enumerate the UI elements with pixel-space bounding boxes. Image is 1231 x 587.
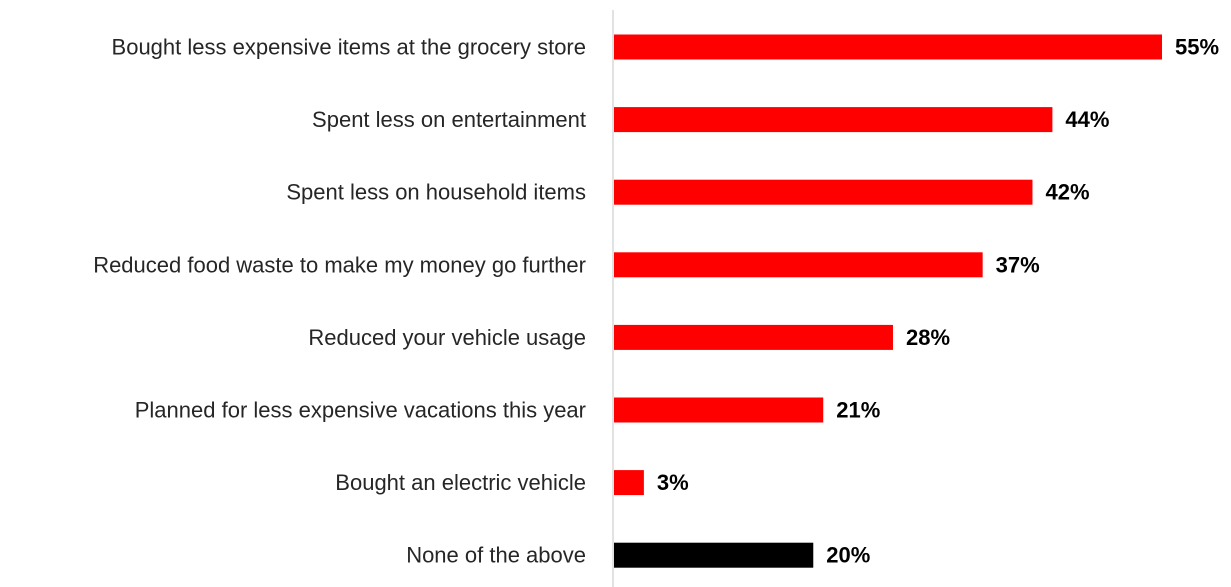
category-label: Reduced your vehicle usage [308,325,586,350]
value-label: 44% [1065,107,1109,132]
bar [614,179,1033,205]
category-label: Spent less on household items [286,180,586,205]
bar [614,252,983,278]
category-label: Planned for less expensive vacations thi… [135,398,586,423]
value-label: 20% [826,543,870,568]
bar [614,324,893,350]
category-label: Bought an electric vehicle [335,470,586,495]
value-label: 37% [996,252,1040,277]
bars-group: Bought less expensive items at the groce… [93,34,1219,568]
category-label: None of the above [406,543,586,568]
category-label: Reduced food waste to make my money go f… [93,252,586,277]
bar [614,34,1162,60]
value-label: 42% [1045,180,1089,205]
value-label: 21% [836,398,880,423]
value-label: 55% [1175,35,1219,60]
bar [614,470,644,496]
value-label: 28% [906,325,950,350]
bar [614,107,1053,133]
bar [614,397,824,423]
value-label: 3% [657,470,689,495]
category-label: Spent less on entertainment [312,107,586,132]
bar [614,542,814,568]
category-label: Bought less expensive items at the groce… [112,35,586,60]
